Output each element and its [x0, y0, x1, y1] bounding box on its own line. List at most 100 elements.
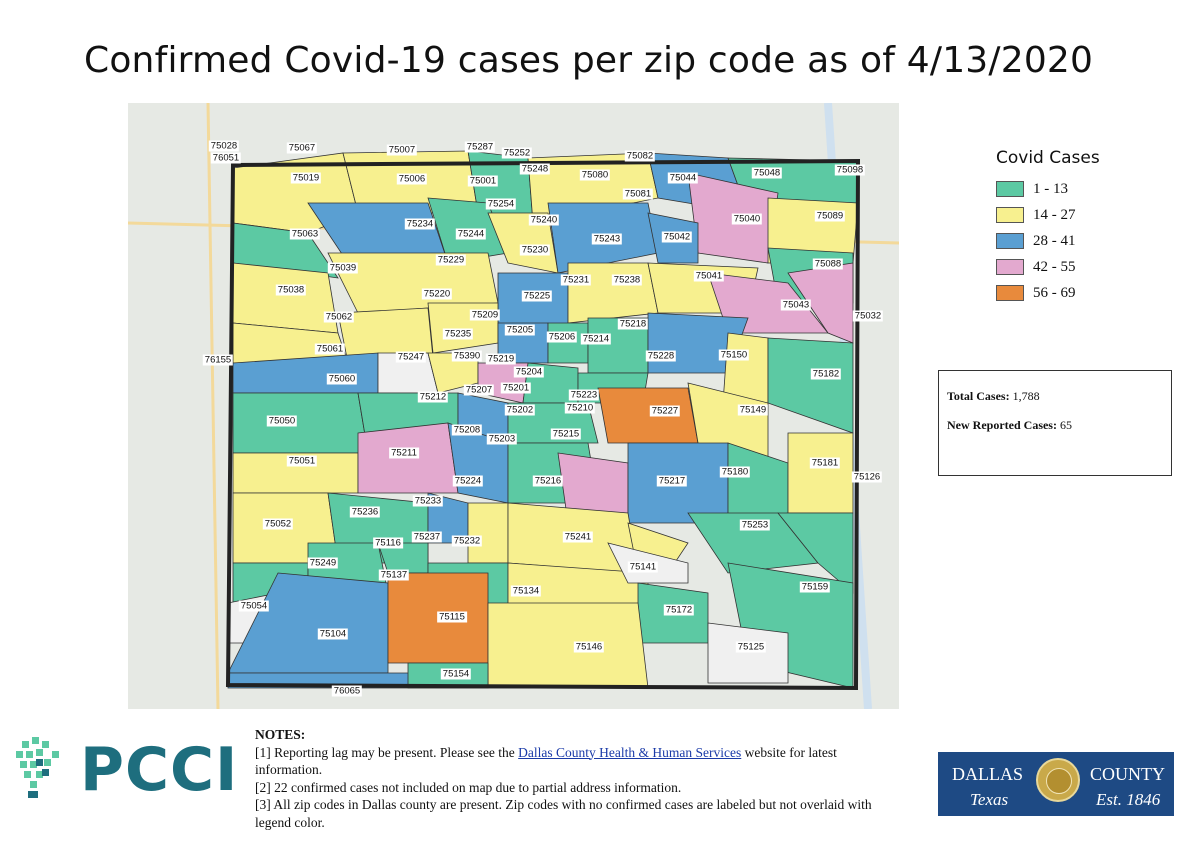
zip-label-75243: 75243	[591, 233, 623, 245]
zip-label-75287: 75287	[464, 141, 496, 153]
zip-label-75043: 75043	[780, 299, 812, 311]
zip-label-75201: 75201	[500, 382, 532, 394]
zip-label-75146: 75146	[573, 641, 605, 653]
zip-label-75235: 75235	[442, 328, 474, 340]
legend-swatch	[996, 181, 1024, 197]
zip-label-75116: 75116	[373, 537, 403, 549]
notes: NOTES: [1] Reporting lag may be present.…	[255, 726, 875, 831]
county-word: COUNTY	[1090, 764, 1165, 784]
new-cases-label: New Reported Cases:	[947, 418, 1057, 432]
zip-label-75041: 75041	[693, 270, 725, 282]
pcci-logo: PCCI	[14, 735, 237, 805]
zip-label-75215: 75215	[550, 428, 582, 440]
zip-label-75050: 75050	[266, 415, 298, 427]
zip-label-75054: 75054	[238, 600, 270, 612]
dallas-word: DALLAS	[952, 764, 1023, 784]
zip-label-75211: 75211	[389, 447, 419, 459]
zip-label-75032: 75032	[852, 310, 884, 322]
zip-label-75089: 75089	[814, 210, 846, 222]
note-3: [3] All zip codes in Dallas county are p…	[255, 797, 872, 830]
zip-label-75227: 75227	[649, 405, 681, 417]
zip-label-75240: 75240	[528, 214, 560, 226]
legend-title: Covid Cases	[996, 148, 1100, 168]
zip-label-75088: 75088	[812, 258, 844, 270]
zip-label-75216: 75216	[532, 475, 564, 487]
zip-label-75007: 75007	[386, 144, 418, 156]
zip-label-75019: 75019	[290, 172, 322, 184]
zip-label-75001: 75001	[467, 175, 499, 187]
totals-box: Total Cases: 1,788 New Reported Cases: 6…	[938, 370, 1172, 476]
zip-label-75237: 75237	[411, 531, 443, 543]
legend-item: 42 - 55	[996, 254, 1100, 280]
zip-label-75241: 75241	[562, 531, 594, 543]
zip-label-75207: 75207	[463, 384, 495, 396]
zip-label-75225: 75225	[521, 290, 553, 302]
zip-label-76051: 76051	[210, 152, 242, 164]
page-title: Confirmed Covid-19 cases per zip code as…	[84, 40, 1094, 81]
zip-label-75154: 75154	[440, 668, 472, 680]
zip-label-75039: 75039	[327, 262, 359, 274]
zip-label-75172: 75172	[663, 604, 695, 616]
zip-label-75238: 75238	[611, 274, 643, 286]
zip-label-75253: 75253	[739, 519, 771, 531]
legend-item: 14 - 27	[996, 202, 1100, 228]
zip-label-75080: 75080	[579, 169, 611, 181]
legend-label: 56 - 69	[1033, 284, 1076, 301]
zip-label-75204: 75204	[513, 366, 545, 378]
zip-label-75060: 75060	[326, 373, 358, 385]
zip-label-75236: 75236	[349, 506, 381, 518]
zip-label-75051: 75051	[286, 455, 318, 467]
zip-label-75104: 75104	[317, 628, 349, 640]
dchhs-link[interactable]: Dallas County Health & Human Services	[518, 744, 742, 760]
zip-label-75063: 75063	[289, 228, 321, 240]
zip-label-75134: 75134	[510, 585, 542, 597]
zip-label-75234: 75234	[404, 218, 436, 230]
zip-label-75181: 75181	[809, 457, 841, 469]
texas-word: Texas	[970, 790, 1009, 809]
zip-label-75098: 75098	[834, 164, 866, 176]
legend-swatch	[996, 285, 1024, 301]
new-cases-value: 65	[1059, 418, 1072, 432]
legend-label: 14 - 27	[1033, 206, 1076, 223]
note-1-tail: website for latest information.	[255, 744, 837, 778]
zip-label-75082: 75082	[624, 150, 656, 162]
pcci-wordmark: PCCI	[80, 735, 239, 805]
zip-label-75232: 75232	[451, 535, 483, 547]
zip-label-76155: 76155	[202, 354, 234, 366]
zip-label-75223: 75223	[568, 389, 600, 401]
legend-label: 1 - 13	[1033, 180, 1068, 197]
zip-label-75067: 75067	[286, 142, 318, 154]
zip-label-75206: 75206	[546, 331, 578, 343]
zip-label-76065: 76065	[331, 685, 363, 697]
legend-label: 42 - 55	[1033, 258, 1076, 275]
zip-label-75214: 75214	[580, 333, 612, 345]
zip-label-75254: 75254	[485, 198, 517, 210]
zip-label-75244: 75244	[455, 228, 487, 240]
zip-label-75210: 75210	[564, 402, 596, 414]
notes-heading: NOTES:	[255, 727, 306, 742]
zip-label-75040: 75040	[731, 213, 763, 225]
legend-item: 1 - 13	[996, 176, 1100, 202]
zip-label-75228: 75228	[645, 350, 677, 362]
zip-label-75209: 75209	[469, 309, 501, 321]
zip-label-75081: 75081	[622, 188, 654, 200]
zip-label-75390: 75390	[451, 350, 483, 362]
zip-label-75233: 75233	[412, 495, 444, 507]
zip-label-75230: 75230	[519, 244, 551, 256]
legend: Covid Cases 1 - 13 14 - 27 28 - 41 42 - …	[996, 148, 1100, 306]
dallas-county-logo: DALLAS COUNTY Texas Est. 1846	[938, 752, 1174, 816]
zip-label-75006: 75006	[396, 173, 428, 185]
county-seal-icon	[1036, 758, 1080, 802]
total-cases-value: 1,788	[1012, 389, 1040, 403]
new-cases: New Reported Cases: 65	[947, 418, 1163, 433]
zip-label-75202: 75202	[504, 404, 536, 416]
total-cases: Total Cases: 1,788	[947, 389, 1163, 404]
zip-label-75125: 75125	[735, 641, 767, 653]
zip-label-75052: 75052	[262, 518, 294, 530]
legend-swatch	[996, 233, 1024, 249]
zip-label-75212: 75212	[417, 391, 449, 403]
zip-label-75028: 75028	[208, 140, 240, 152]
note-1: [1] Reporting lag may be present. Please…	[255, 744, 875, 779]
zip-label-75208: 75208	[451, 424, 483, 436]
note-1-text: [1] Reporting lag may be present. Please…	[255, 744, 519, 760]
